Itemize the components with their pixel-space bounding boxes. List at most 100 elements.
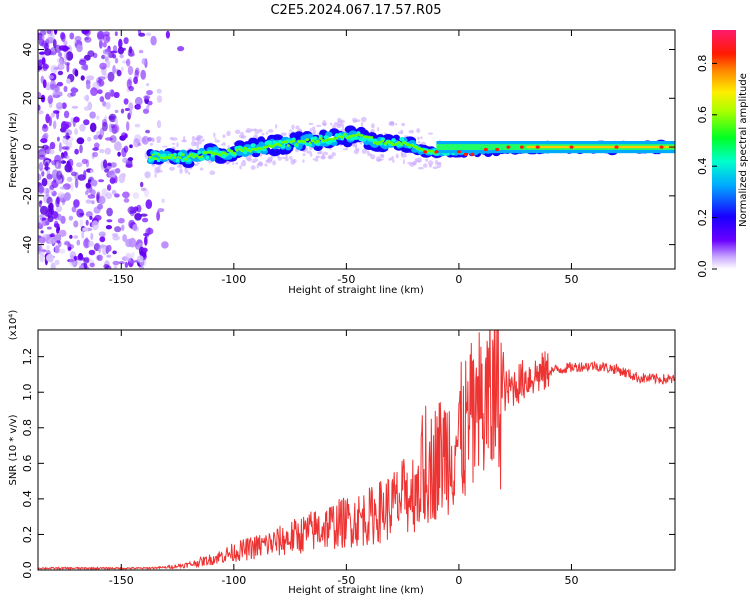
noise-speckle: [104, 115, 108, 121]
noise-speckle: [57, 226, 60, 232]
x-tick-label: -150: [109, 273, 134, 286]
noise-speckle: [62, 45, 69, 52]
noise-speckle: [39, 148, 45, 152]
ridge-blob: [240, 149, 245, 153]
ridge-blob: [364, 135, 369, 139]
halo-speckle: [401, 122, 406, 127]
ridge-blob: [219, 153, 223, 157]
noise-speckle: [165, 30, 170, 39]
noise-speckle: [106, 254, 112, 258]
noise-speckle: [109, 135, 117, 143]
ridge-blob: [408, 143, 412, 147]
snr-ylabel: SNR (10 * v/v): [8, 414, 19, 485]
noise-speckle: [101, 188, 108, 197]
halo-speckle: [316, 151, 322, 155]
noise-speckle: [63, 241, 70, 246]
noise-speckle: [89, 215, 93, 220]
noise-speckle: [83, 170, 87, 180]
noise-speckle: [69, 257, 76, 267]
noise-speckle: [118, 38, 123, 49]
peak-dot: [659, 145, 664, 149]
noise-speckle: [86, 75, 95, 81]
noise-speckle: [38, 59, 43, 67]
noise-speckle: [120, 108, 125, 114]
noise-speckle: [82, 227, 89, 232]
halo-speckle: [154, 173, 157, 178]
ridge-blob: [194, 154, 199, 157]
ridge-blob: [332, 137, 336, 140]
noise-speckle: [107, 184, 112, 191]
halo-speckle: [427, 132, 434, 135]
ridge-blob: [305, 138, 310, 142]
noise-speckle: [45, 220, 50, 226]
ridge-blob: [323, 135, 329, 140]
noise-speckle: [84, 37, 89, 41]
noise-speckle: [53, 120, 57, 130]
noise-speckle: [85, 211, 93, 218]
noise-speckle: [51, 51, 57, 55]
halo-speckle: [388, 157, 392, 161]
ridge-blob: [324, 138, 328, 142]
noise-speckle: [81, 64, 88, 70]
halo-speckle: [407, 161, 413, 165]
ridge-blob: [362, 135, 366, 139]
noise-speckle: [125, 238, 133, 248]
noise-speckle: [127, 206, 136, 215]
spectrogram-panel: -150 -100 -50 0 50 -40 -20 0 20 40 Height of stra…: [8, 29, 676, 296]
x-tick-label: -100: [221, 574, 246, 587]
noise-speckle: [47, 33, 56, 42]
noise-speckle: [145, 199, 153, 210]
ridge-blob: [230, 149, 234, 153]
halo-speckle: [302, 153, 306, 157]
y-tick-label: 0.8: [21, 419, 34, 437]
noise-speckle: [85, 219, 89, 226]
noise-speckle: [73, 116, 80, 123]
noise-speckle: [69, 234, 73, 239]
noise-speckle: [114, 141, 122, 152]
noise-speckle: [46, 37, 55, 44]
noise-speckle: [90, 87, 98, 96]
ridge-blob: [278, 139, 283, 144]
y-tick-label: 0.0: [21, 561, 34, 579]
noise-speckle: [39, 200, 43, 204]
halo-speckle: [417, 136, 420, 140]
noise-speckle: [142, 247, 148, 253]
halo-speckle: [239, 165, 242, 170]
ridge-blob: [221, 151, 226, 155]
halo-speckle: [258, 162, 263, 167]
ridge-blob: [243, 146, 248, 150]
noise-speckle: [111, 124, 120, 134]
noise-speckle: [49, 141, 56, 150]
noise-speckle: [115, 168, 121, 174]
noise-speckle: [69, 32, 75, 40]
noise-speckle: [123, 198, 130, 203]
halo-speckle: [214, 137, 217, 140]
noise-speckle: [111, 189, 117, 195]
ridge-blob: [335, 136, 339, 140]
noise-speckle: [94, 142, 100, 149]
halo-speckle: [400, 153, 407, 158]
noise-speckle: [114, 117, 119, 126]
noise-speckle: [147, 227, 151, 235]
halo-speckle: [361, 148, 367, 154]
y-tick-label: -20: [21, 187, 34, 205]
ridge-blob: [357, 133, 360, 136]
halo-speckle: [245, 130, 251, 133]
noise-speckle: [50, 262, 56, 269]
noise-speckle: [76, 44, 83, 53]
noise-speckle: [41, 124, 49, 132]
noise-speckle: [112, 250, 117, 255]
noise-speckle: [133, 76, 139, 85]
ridge-blob: [273, 143, 277, 147]
noise-speckle: [128, 102, 134, 112]
noise-speckle: [124, 252, 132, 262]
ridge-blob: [318, 137, 323, 141]
halo-speckle: [191, 140, 196, 147]
halo-speckle: [169, 166, 175, 171]
noise-speckle: [85, 35, 91, 43]
noise-speckle: [40, 138, 48, 144]
noise-speckle: [68, 215, 74, 221]
noise-speckle: [96, 191, 101, 199]
ridge-blob: [286, 144, 290, 147]
ridge-blob: [175, 158, 180, 163]
